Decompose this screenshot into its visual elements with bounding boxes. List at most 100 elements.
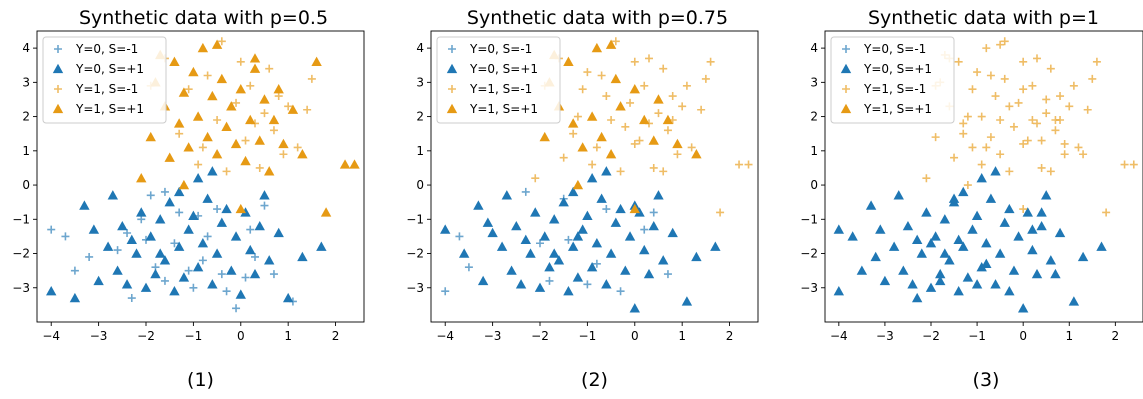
data-point-triangle <box>624 231 636 241</box>
data-point-plus <box>303 105 312 114</box>
data-point-triangle <box>930 231 941 241</box>
legend-entry-label: Y=1, S=-1 <box>469 82 532 96</box>
data-point-plus <box>536 239 544 248</box>
y-tick-label: 2 <box>810 110 818 124</box>
chart-panel-1: Synthetic data with p=0.5 −4 −3 −2 −1 0 1 2 −3 −2… <box>12 7 365 391</box>
data-point-plus <box>996 40 1005 49</box>
data-point-plus <box>977 112 986 121</box>
legend-entry-label: Y=1, S=+1 <box>469 102 538 116</box>
data-point-triangle <box>202 131 213 142</box>
data-point-triangle <box>591 42 603 53</box>
data-point-triangle <box>653 190 664 200</box>
data-point-triangle <box>893 190 904 200</box>
legend-entry-label: Y=1, S=-1 <box>75 82 138 96</box>
data-point-triangle <box>487 227 498 238</box>
data-point-plus <box>607 116 616 125</box>
data-point-plus <box>977 160 986 169</box>
y-tick-label: −2 <box>12 247 30 261</box>
data-point-triangle <box>572 231 584 241</box>
data-point-plus <box>616 167 625 176</box>
chart-title: Synthetic data with p=1 <box>868 7 1099 29</box>
data-point-triangle <box>316 241 327 251</box>
chart-title: Synthetic data with p=0.75 <box>467 7 728 29</box>
data-point-triangle <box>935 268 946 279</box>
data-point-triangle <box>297 149 308 159</box>
y-tick-label: −2 <box>406 247 424 261</box>
data-point-plus <box>968 85 977 94</box>
data-point-plus <box>611 37 620 46</box>
data-point-triangle <box>639 244 650 255</box>
data-point-triangle <box>976 262 987 272</box>
legend-marker-triangle <box>840 103 852 114</box>
data-point-triangle <box>999 217 1010 227</box>
data-point-plus <box>954 57 963 66</box>
data-point-triangle <box>273 84 284 94</box>
data-point-triangle <box>898 265 909 275</box>
data-point-plus <box>1088 74 1097 83</box>
panel-caption: (1) <box>187 369 214 391</box>
legend-entry-label: Y=0, S=-1 <box>863 42 926 56</box>
data-point-triangle <box>525 248 536 258</box>
data-point-triangle <box>1017 303 1029 313</box>
data-point-triangle <box>140 282 152 292</box>
data-point-plus <box>232 304 241 313</box>
data-point-triangle <box>188 210 199 221</box>
y-tick-label: 2 <box>416 110 424 124</box>
x-tick-label: 0 <box>237 329 245 343</box>
data-point-triangle <box>586 262 598 272</box>
data-point-plus <box>996 116 1005 125</box>
data-point-triangle <box>962 272 974 282</box>
legend-entry-label: Y=0, S=-1 <box>469 42 532 56</box>
y-tick-label: 2 <box>22 110 30 124</box>
legend-box <box>42 36 167 124</box>
data-point-plus <box>1120 160 1129 169</box>
data-point-plus <box>307 74 316 83</box>
data-point-triangle <box>173 241 185 251</box>
data-point-triangle <box>46 285 57 296</box>
data-point-triangle <box>511 220 522 231</box>
data-point-plus <box>922 174 931 183</box>
data-point-plus <box>630 139 639 148</box>
data-point-triangle <box>1022 207 1033 217</box>
legend-marker-plus <box>448 45 456 53</box>
data-point-plus <box>963 112 972 121</box>
data-point-triangle <box>596 193 607 203</box>
data-point-plus <box>260 109 269 118</box>
data-point-plus <box>1019 85 1028 94</box>
data-point-triangle <box>126 234 137 244</box>
data-point-plus <box>236 57 245 66</box>
chart-panel-2: Synthetic data with p=0.75 −4 −3 −2 −1 0 1 2 −3 −… <box>406 7 759 391</box>
data-point-plus <box>982 44 991 53</box>
data-point-plus <box>968 143 977 152</box>
data-point-triangle <box>79 200 90 210</box>
data-point-plus <box>1014 98 1023 107</box>
data-point-triangle <box>207 166 218 176</box>
x-tick-label: −1 <box>579 329 597 343</box>
data-point-plus <box>170 239 179 248</box>
data-point-plus <box>640 81 649 90</box>
data-point-triangle <box>88 224 100 234</box>
data-point-triangle <box>192 111 204 121</box>
data-point-plus <box>217 270 226 279</box>
data-point-triangle <box>615 101 626 111</box>
data-point-plus <box>1042 95 1051 104</box>
data-point-plus <box>222 167 231 176</box>
data-point-triangle <box>93 275 104 286</box>
data-point-plus <box>697 105 706 114</box>
data-point-triangle <box>249 63 261 73</box>
data-point-triangle <box>902 220 914 231</box>
data-point-triangle <box>216 217 228 227</box>
data-point-triangle <box>150 268 161 279</box>
data-point-plus <box>716 208 725 217</box>
legend-entry-label: Y=1, S=+1 <box>75 102 144 116</box>
data-point-plus <box>678 102 687 111</box>
data-point-plus <box>1046 167 1055 176</box>
data-point-triangle <box>164 196 175 207</box>
data-point-triangle <box>173 118 185 128</box>
x-tick-label: −4 <box>42 329 60 343</box>
data-point-plus <box>70 266 79 275</box>
y-tick-label: 4 <box>810 41 818 55</box>
plot-frame <box>36 30 365 323</box>
data-point-triangle <box>69 292 81 303</box>
